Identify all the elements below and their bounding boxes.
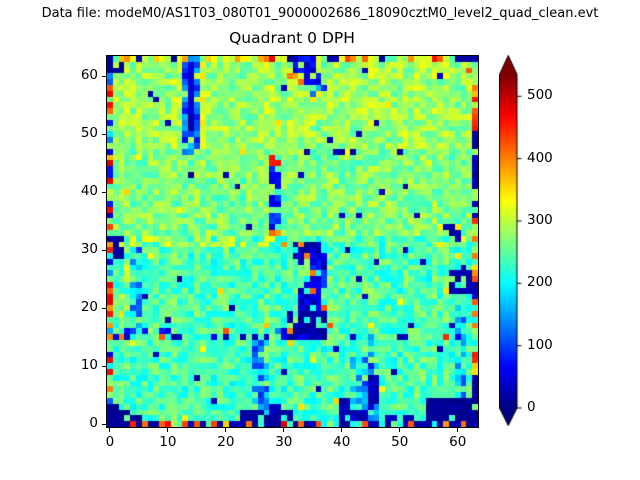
x-tick-label: 0 (105, 434, 115, 450)
axes-frame (106, 55, 479, 428)
datafile-label: Data file: modeM0/AS1T03_080T01_90000026… (41, 6, 599, 21)
y-tick-mark (102, 365, 106, 367)
heatmap-canvas (107, 56, 478, 427)
y-tick-label: 30 (80, 241, 98, 258)
x-tick-label: 30 (275, 434, 293, 450)
y-tick-label: 0 (89, 415, 98, 432)
y-tick-label: 10 (80, 357, 98, 374)
x-tick-mark (109, 428, 111, 432)
x-tick-mark (341, 428, 343, 432)
x-tick-label: 20 (217, 434, 235, 450)
x-tick-label: 10 (159, 434, 177, 450)
x-tick-mark (167, 428, 169, 432)
colorbar-tick-label: 400 (527, 149, 553, 166)
y-tick-mark (102, 75, 106, 77)
x-tick-label: 60 (449, 434, 467, 450)
colorbar-tick-label: 200 (527, 274, 553, 291)
plot-title: Quadrant 0 DPH (229, 29, 355, 47)
y-tick-label: 40 (80, 183, 98, 200)
x-tick-mark (225, 428, 227, 432)
x-tick-mark (457, 428, 459, 432)
y-tick-label: 60 (80, 67, 98, 84)
y-tick-mark (102, 423, 106, 425)
x-tick-label: 50 (391, 434, 409, 450)
colorbar-tick-label: 0 (527, 399, 536, 415)
colorbar-tick-label: 100 (527, 336, 553, 353)
y-tick-mark (102, 307, 106, 309)
colorbar-canvas (499, 55, 525, 430)
y-tick-mark (102, 249, 106, 251)
colorbar-tick-label: 500 (527, 87, 553, 104)
x-tick-label: 40 (333, 434, 351, 450)
y-tick-label: 20 (80, 299, 98, 316)
x-tick-mark (283, 428, 285, 432)
y-tick-label: 50 (80, 125, 98, 142)
x-tick-mark (399, 428, 401, 432)
y-tick-mark (102, 191, 106, 193)
y-tick-mark (102, 133, 106, 135)
colorbar-tick-label: 300 (527, 211, 553, 228)
